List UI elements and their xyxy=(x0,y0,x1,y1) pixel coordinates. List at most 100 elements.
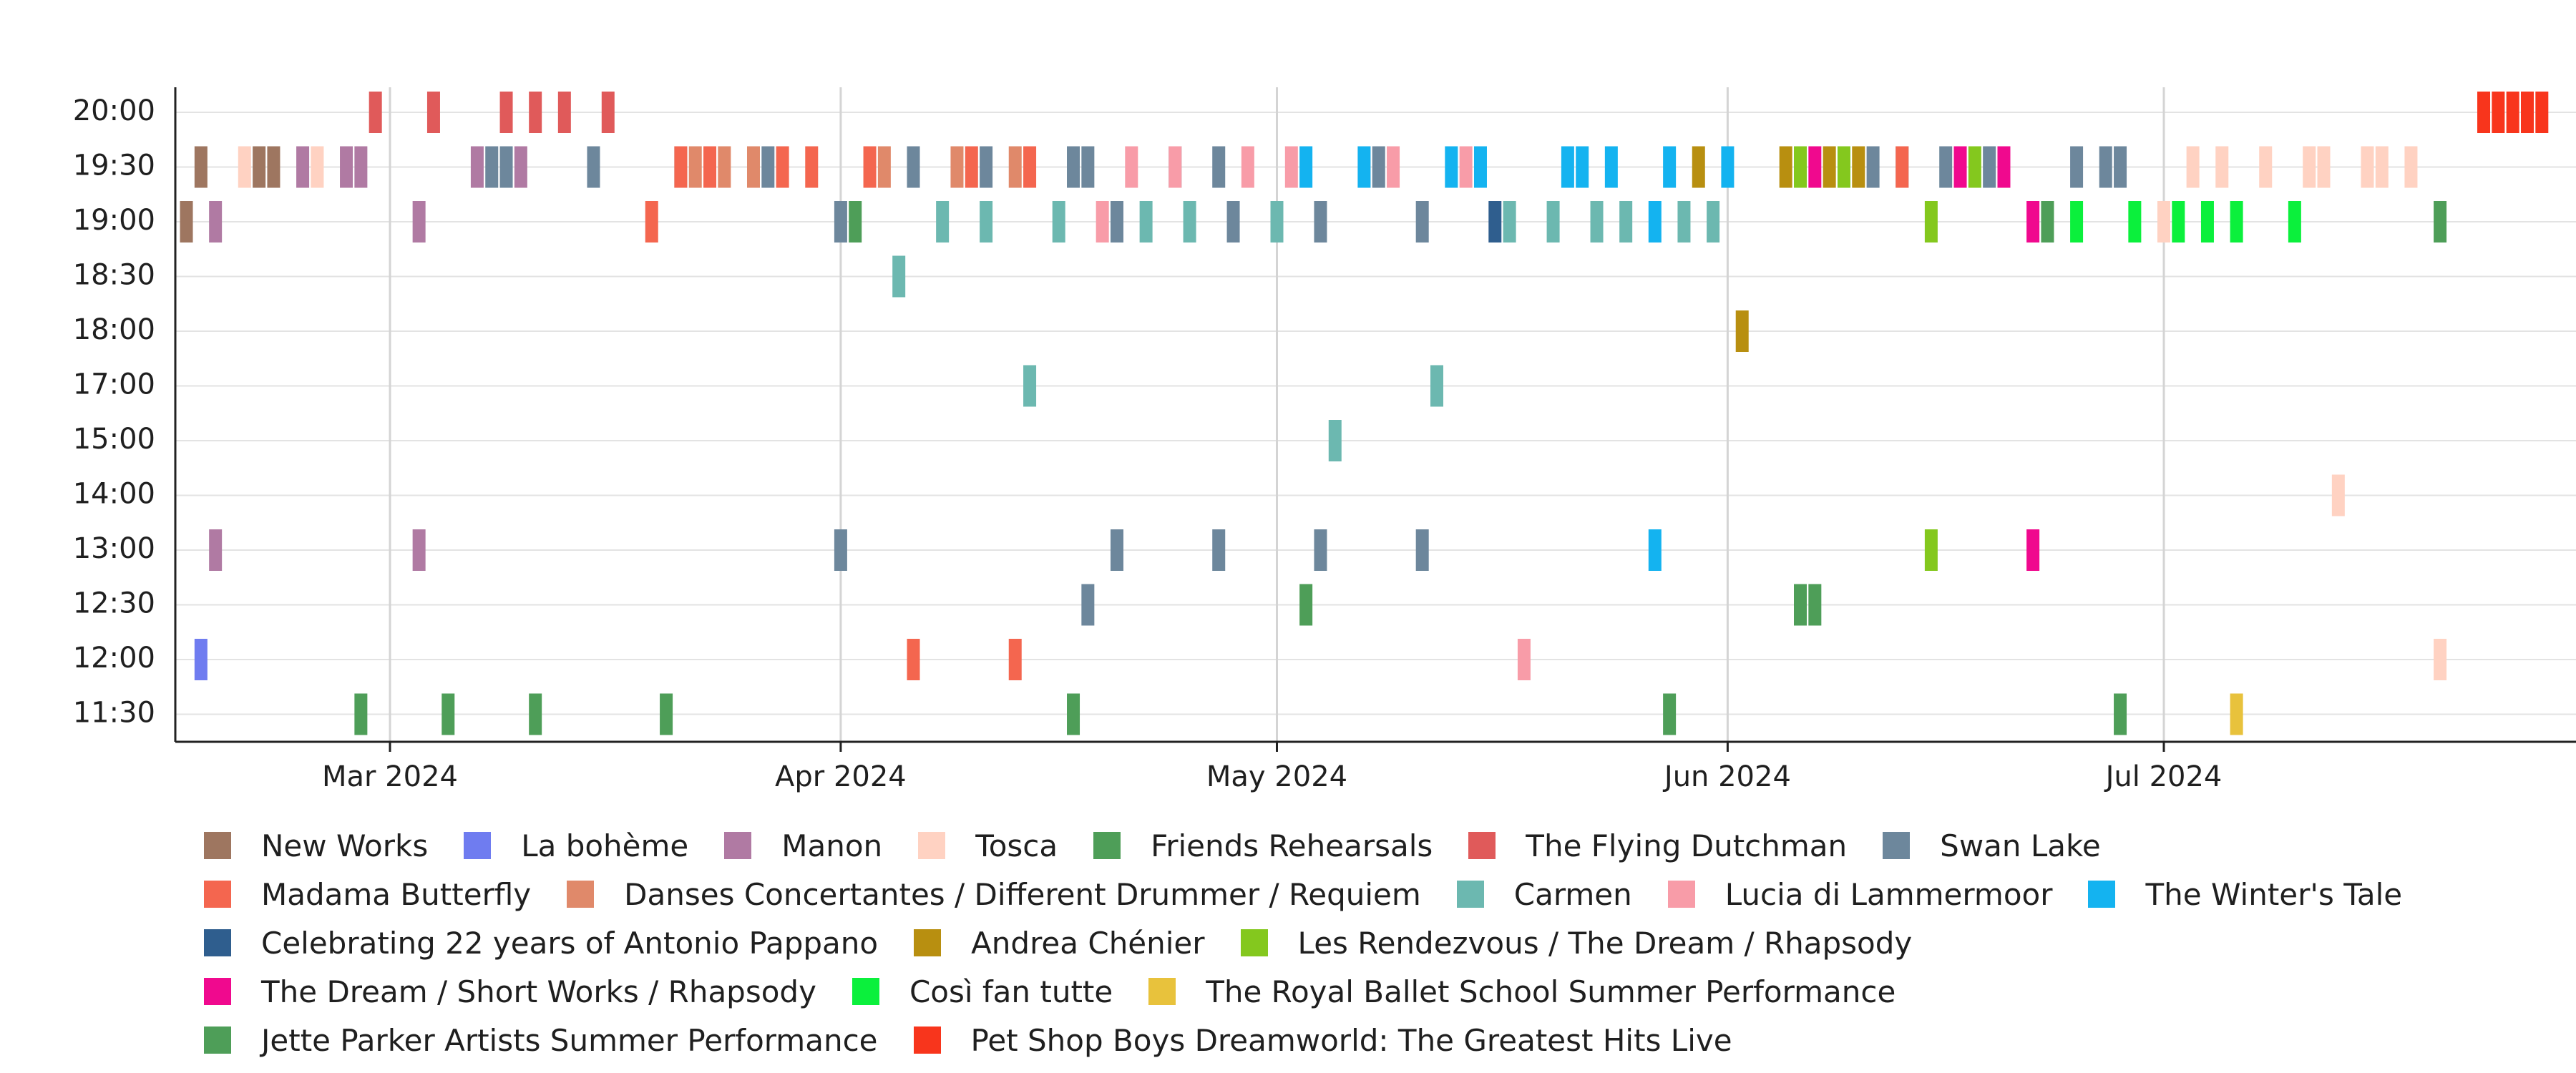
legend-swatch xyxy=(567,881,595,908)
legend-label: Pet Shop Boys Dreamworld: The Greatest H… xyxy=(970,1022,1732,1058)
event-mark xyxy=(1852,146,1865,188)
y-tick-label: 12:30 xyxy=(73,587,155,620)
event-mark xyxy=(1067,693,1080,735)
legend-label: The Dream / Short Works / Rhapsody xyxy=(261,974,816,1009)
y-tick-label: 19:00 xyxy=(73,204,155,237)
event-mark xyxy=(2434,201,2447,242)
legend-swatch xyxy=(204,832,231,859)
event-mark xyxy=(2114,146,2127,188)
event-mark xyxy=(907,639,920,680)
event-mark xyxy=(529,92,542,133)
legend-item: Les Rendezvous / The Dream / Rhapsody xyxy=(1240,926,1912,961)
event-mark xyxy=(2331,474,2345,516)
legend-item: The Flying Dutchman xyxy=(1468,828,1847,863)
legend-item: Jette Parker Artists Summer Performance xyxy=(204,1023,878,1058)
legend-label: Friends Rehearsals xyxy=(1151,828,1433,863)
event-mark xyxy=(2303,146,2316,188)
event-mark xyxy=(194,146,208,188)
event-mark xyxy=(311,146,324,188)
axes xyxy=(174,87,2576,752)
event-mark xyxy=(776,146,789,188)
legend-swatch xyxy=(1093,832,1121,859)
event-mark xyxy=(441,693,455,735)
event-mark xyxy=(877,146,891,188)
event-mark xyxy=(2026,529,2040,571)
y-tick-label: 11:30 xyxy=(73,697,155,730)
event-mark xyxy=(1561,146,1574,188)
event-mark xyxy=(2114,693,2127,735)
event-mark xyxy=(194,639,208,680)
event-mark xyxy=(2172,201,2185,242)
event-mark xyxy=(2434,639,2447,680)
event-mark xyxy=(1052,201,1065,242)
event-mark xyxy=(529,693,542,735)
event-mark xyxy=(1953,146,1967,188)
legend-swatch xyxy=(914,929,942,956)
legend-label: La bohème xyxy=(521,828,689,863)
event-mark xyxy=(2157,201,2170,242)
event-mark xyxy=(1314,529,1327,571)
legend-swatch xyxy=(852,978,879,1005)
event-mark xyxy=(950,146,964,188)
legend-label: Celebrating 22 years of Antonio Pappano xyxy=(261,925,879,961)
event-mark xyxy=(412,201,426,242)
plot-marks xyxy=(180,92,2549,735)
event-mark xyxy=(267,146,280,188)
event-mark xyxy=(907,146,920,188)
event-mark xyxy=(761,146,775,188)
tick-labels: 20:00 19:30 19:00 18:30 18:00 17:00 15:00 14:00… xyxy=(73,94,2223,793)
event-mark xyxy=(2317,146,2331,188)
legend-row: Madama Butterfly Danses Concertantes / Di… xyxy=(204,870,2565,918)
y-tick-label: 17:00 xyxy=(73,368,155,401)
event-mark xyxy=(499,92,513,133)
event-mark xyxy=(1284,146,1298,188)
legend-item: The Winter's Tale xyxy=(2088,877,2402,912)
event-mark xyxy=(1139,201,1153,242)
event-mark xyxy=(587,146,600,188)
legend-swatch xyxy=(1148,978,1176,1005)
event-mark xyxy=(1328,420,1342,461)
event-mark xyxy=(1924,201,1938,242)
event-mark xyxy=(688,146,702,188)
event-mark xyxy=(2200,201,2214,242)
event-mark xyxy=(2477,92,2491,133)
event-mark xyxy=(892,255,906,298)
event-mark xyxy=(1794,584,1807,626)
legend-label: The Winter's Tale xyxy=(2145,876,2403,912)
event-mark xyxy=(1270,201,1284,242)
event-mark xyxy=(936,201,950,242)
event-mark xyxy=(1081,584,1095,626)
event-mark xyxy=(1372,146,1385,188)
event-mark xyxy=(1357,146,1371,188)
event-mark xyxy=(1212,529,1226,571)
event-mark xyxy=(1067,146,1080,188)
legend-swatch xyxy=(724,832,752,859)
event-mark xyxy=(1576,146,1589,188)
grid-lines xyxy=(175,87,2576,742)
event-mark xyxy=(209,529,223,571)
event-mark xyxy=(1387,146,1400,188)
legend-swatch xyxy=(1240,929,1268,956)
legend-item: Manon xyxy=(724,828,882,863)
event-mark xyxy=(369,92,382,133)
event-mark xyxy=(980,201,993,242)
event-mark xyxy=(1023,365,1037,407)
event-mark xyxy=(834,201,847,242)
event-mark xyxy=(412,529,426,571)
event-mark xyxy=(1663,693,1677,735)
event-mark xyxy=(1983,146,1996,188)
legend-label: Swan Lake xyxy=(1940,828,2101,863)
event-mark xyxy=(2230,201,2243,242)
event-mark xyxy=(703,146,717,188)
event-mark xyxy=(1023,146,1037,188)
event-mark xyxy=(1110,201,1123,242)
event-mark xyxy=(2186,146,2200,188)
event-mark xyxy=(834,529,847,571)
event-mark xyxy=(1648,201,1662,242)
event-mark xyxy=(1663,146,1677,188)
event-mark xyxy=(980,146,993,188)
event-mark xyxy=(2070,201,2084,242)
legend-swatch xyxy=(204,929,231,956)
event-mark xyxy=(2506,92,2519,133)
event-mark xyxy=(2535,92,2549,133)
